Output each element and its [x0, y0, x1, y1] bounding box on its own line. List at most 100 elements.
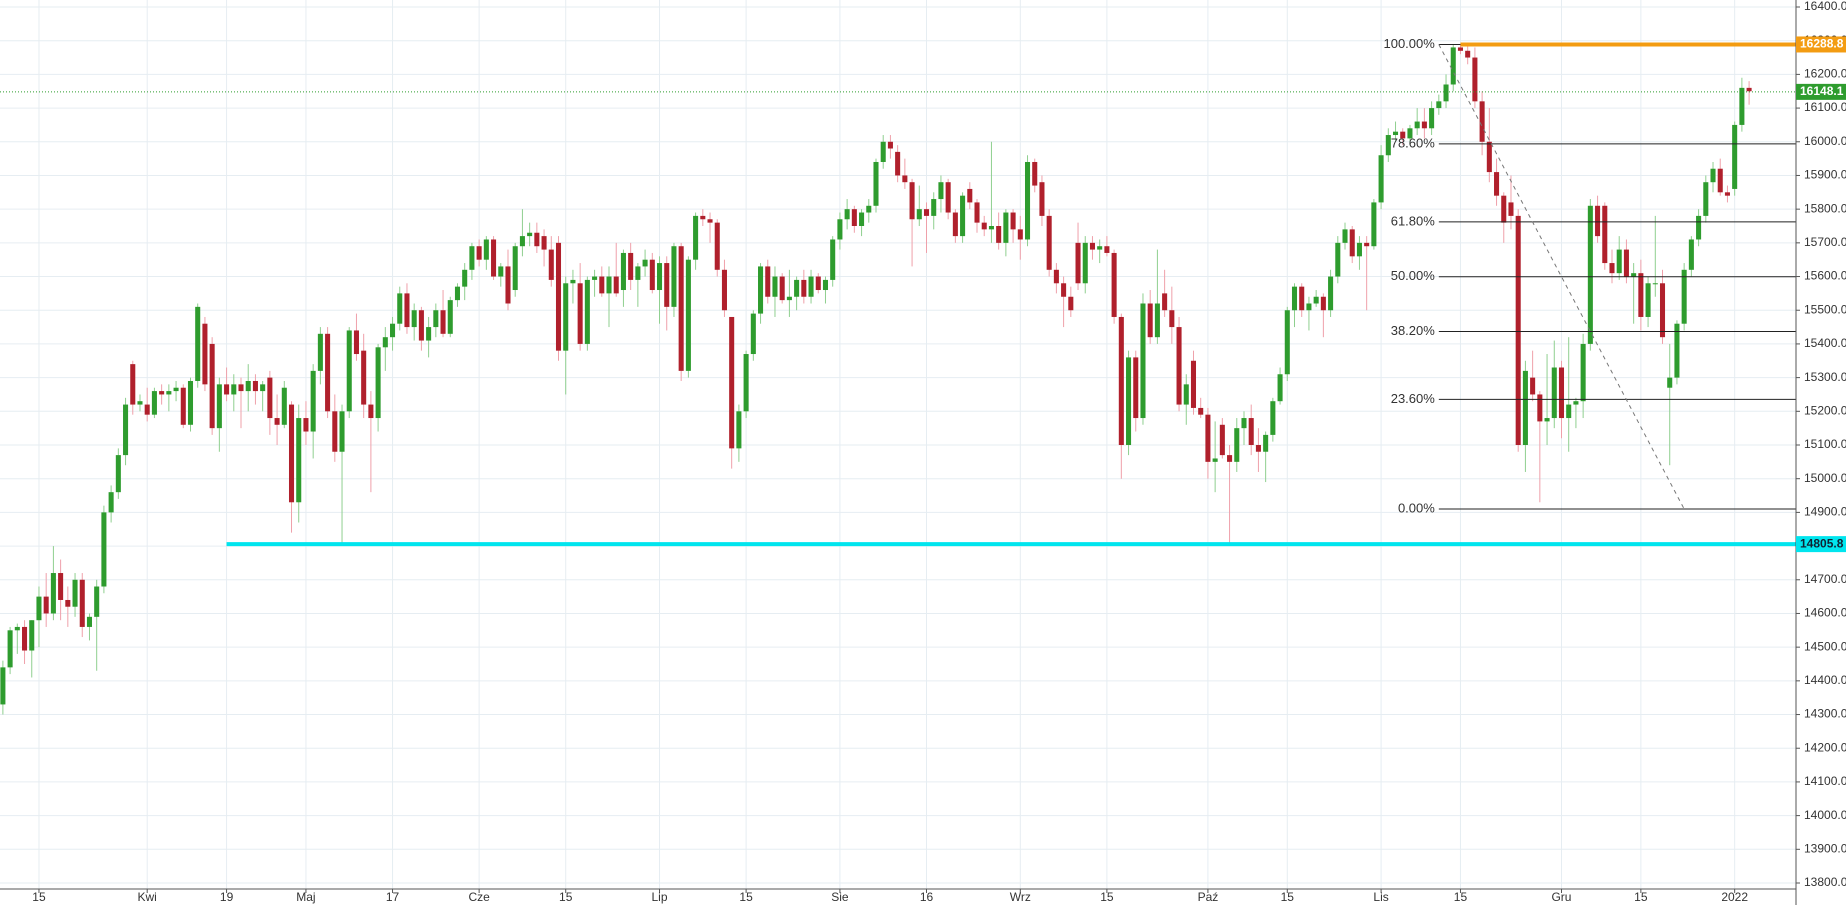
candle-body: [1393, 131, 1399, 136]
y-tick-label: 15600.0: [1804, 269, 1846, 283]
candle-body: [1053, 269, 1059, 284]
candle-body: [700, 215, 706, 220]
candle-body: [967, 188, 973, 203]
candle-body: [159, 391, 165, 395]
candle-body: [94, 586, 100, 617]
candle-body: [433, 310, 439, 328]
candle-body: [1703, 182, 1709, 216]
candle-body: [1248, 418, 1254, 445]
candle-body: [1638, 273, 1644, 317]
y-tick-label: 15000.0: [1804, 471, 1846, 485]
candle-body: [772, 276, 778, 297]
candle-body: [1717, 168, 1723, 193]
candle-body: [1349, 229, 1355, 257]
candle-body: [570, 279, 576, 284]
candle-body: [50, 573, 56, 614]
y-tick-label: 16200.0: [1804, 67, 1846, 81]
candle-body: [916, 209, 922, 220]
candle-body: [880, 141, 886, 162]
candle-body: [505, 266, 511, 304]
candle-body: [267, 377, 273, 419]
candle-body: [635, 266, 641, 280]
candle-body: [1306, 303, 1312, 311]
candle-body: [14, 626, 20, 631]
candle-body: [231, 384, 237, 395]
candle-body: [1255, 445, 1261, 452]
x-tick-label: 2022: [1721, 890, 1748, 904]
candle-body: [1558, 367, 1565, 419]
candle-body: [1176, 327, 1182, 405]
candle-body: [1068, 296, 1074, 311]
candle-body: [1681, 269, 1687, 324]
candle-body: [0, 667, 6, 705]
x-tick-label: Lis: [1373, 890, 1388, 904]
candle-body: [447, 300, 453, 334]
candle-body: [498, 266, 504, 277]
candle-body: [707, 219, 713, 223]
candle-body: [29, 620, 35, 651]
price-tag-label: 14805.8: [1800, 536, 1844, 550]
candle-body: [873, 161, 879, 206]
candle-body: [454, 286, 461, 301]
candle-body: [1595, 205, 1601, 237]
candle-body: [649, 259, 655, 291]
x-tick-label: 15: [32, 890, 46, 904]
candle-body: [1291, 286, 1298, 311]
x-tick-label: Gru: [1551, 890, 1571, 904]
candle-body: [656, 263, 663, 291]
candle-body: [859, 212, 865, 226]
x-tick-label: 19: [220, 890, 234, 904]
y-tick-label: 15700.0: [1804, 235, 1846, 249]
candle-body: [895, 151, 901, 176]
candle-body: [72, 579, 78, 607]
candle-body: [1356, 242, 1362, 257]
candle-body: [1010, 212, 1016, 230]
candle-body: [1241, 418, 1247, 429]
candle-body: [1190, 360, 1197, 408]
y-tick-label: 14900.0: [1804, 505, 1846, 519]
candle-body: [353, 330, 359, 355]
candle-body: [1443, 84, 1449, 102]
candle-body: [1299, 286, 1305, 311]
candle-body: [1118, 316, 1124, 445]
candle-body: [887, 141, 893, 149]
candle-body: [202, 323, 208, 385]
candle-body: [620, 252, 626, 291]
candle-body: [382, 337, 388, 348]
fib-label: 100.00%: [1383, 36, 1435, 51]
candle-body: [592, 276, 598, 280]
candle-body: [1342, 229, 1348, 243]
candle-body: [1508, 202, 1514, 216]
candle-body: [1530, 377, 1536, 395]
y-tick-label: 14300.0: [1804, 707, 1846, 721]
candle-body: [1400, 131, 1406, 139]
y-tick-label: 14500.0: [1804, 639, 1846, 653]
x-tick-label: 15: [559, 890, 573, 904]
candle-body: [1551, 367, 1557, 419]
candle-body: [1429, 108, 1435, 129]
x-tick-label: 15: [1634, 890, 1648, 904]
candle-body: [931, 199, 937, 216]
candle-body: [1667, 377, 1673, 388]
candle-body: [1501, 195, 1507, 223]
candle-body: [1219, 424, 1225, 456]
candle-body: [1479, 101, 1485, 142]
candle-body: [527, 232, 533, 237]
candle-body: [1645, 283, 1651, 317]
candle-body: [1414, 121, 1420, 129]
y-tick-label: 15800.0: [1804, 201, 1846, 215]
x-tick-label: 15: [739, 890, 753, 904]
candle-body: [1659, 283, 1666, 338]
candle-body: [693, 215, 699, 260]
candle-body: [1140, 303, 1146, 419]
y-tick-label: 16100.0: [1804, 100, 1846, 114]
candle-body: [844, 209, 850, 220]
candle-body: [260, 384, 266, 392]
candle-body: [1032, 161, 1038, 186]
y-tick-label: 16400.0: [1804, 0, 1846, 13]
candle-body: [1082, 242, 1088, 284]
candle-body: [519, 236, 525, 247]
candle-body: [815, 276, 821, 291]
candle-body: [1097, 246, 1103, 250]
fib-label: 61.80%: [1391, 213, 1436, 228]
